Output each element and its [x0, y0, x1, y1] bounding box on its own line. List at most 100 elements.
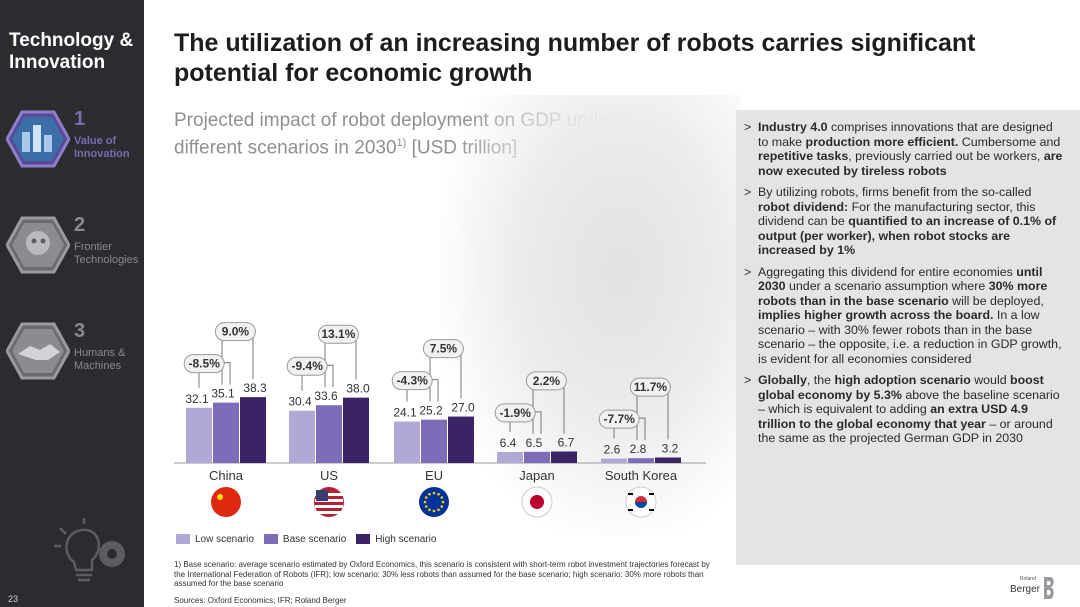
legend-label-base: Base scenario: [282, 533, 347, 545]
flag-star: [440, 505, 444, 508]
bar-high: [343, 397, 369, 463]
bullet-text: Industry 4.0 comprises innovations that …: [758, 120, 1066, 178]
high-change-badge: [214, 322, 256, 342]
data-label-low: 6.4: [500, 436, 517, 450]
bar-low: [394, 421, 420, 463]
robot-face-icon: [6, 216, 70, 274]
data-label-high: 3.2: [662, 441, 679, 455]
lightbulb-gear-icon: [54, 518, 125, 582]
bar-base: [524, 451, 550, 463]
legend-item-low: Low scenario: [176, 534, 254, 545]
low-change-label: -4.3%: [397, 374, 429, 388]
high-change-badge: [525, 371, 567, 391]
bullet-text: Aggregating this dividend for entire eco…: [758, 265, 1066, 367]
sidebar-item-label: Value of Innovation: [74, 135, 130, 160]
sidebar-item-number: 3: [74, 320, 86, 342]
flag-taeguk-bottom: [635, 502, 647, 508]
bullet-emphasis: Industry 4.0: [758, 120, 828, 134]
flag-star: [432, 491, 436, 495]
bullet-run: above the baseline scenario – which is e…: [758, 387, 1060, 417]
low-change-badge: [598, 409, 640, 429]
bullet-run: under a scenario assumption where: [785, 279, 989, 293]
flag-canton: [316, 490, 328, 501]
sidebar-item-number: 1: [74, 108, 86, 130]
sidebar-item-frontier-technologies[interactable]: 2 Frontier Technologies: [6, 214, 142, 276]
high-change-label: 13.1%: [321, 327, 355, 341]
info-bullet: > Aggregating this dividend for entire ec…: [744, 265, 1066, 367]
bullet-run: would: [970, 373, 1011, 387]
eu-flag-icon: [419, 487, 449, 517]
bar-low: [601, 458, 627, 463]
sidebar-item-number: 2: [74, 214, 86, 236]
bullet-text: By utilizing robots, firms benefit from …: [758, 185, 1066, 258]
low-change-label: -7.7%: [604, 412, 636, 426]
high-change-label: 7.5%: [430, 342, 458, 356]
bar-high: [551, 451, 577, 463]
bullet-run: comprises innovations that are designed …: [758, 120, 1053, 149]
bar-low: [497, 451, 523, 463]
data-label-low: 30.4: [288, 395, 312, 409]
high-change-badge: [317, 324, 359, 344]
low-change-label: -9.4%: [292, 359, 324, 373]
low-change-label: -8.5%: [189, 357, 221, 371]
flag-stripe: [315, 499, 343, 502]
bar-high: [240, 397, 266, 463]
chart-legend: Low scenario Base scenario High scenario: [176, 532, 436, 546]
flag-star: [424, 496, 428, 499]
bullet-run: – or around the same as the projected Ge…: [758, 416, 1053, 446]
flag-stripe: [315, 493, 343, 496]
sidebar: Technology & Innovation 1 Value of Innov…: [0, 0, 144, 607]
page-number: 23: [8, 594, 19, 604]
flag-taeguk-top: [635, 496, 647, 502]
bullet-marker: >: [744, 373, 752, 387]
legend-label-high: High scenario: [375, 533, 437, 545]
bullet-emphasis: 30% more robots than in the base scenari…: [758, 279, 1048, 308]
data-label-base: 2.8: [630, 442, 647, 456]
info-panel: > Industry 4.0 comprises innovations that…: [736, 110, 1080, 565]
bullet-marker: >: [744, 264, 752, 279]
bullet-marker: >: [744, 120, 752, 134]
flag-disc: [530, 495, 544, 509]
bullet-emphasis: implies higher growth across the board.: [758, 308, 994, 322]
bullet-emphasis: high adoption scenario: [834, 373, 971, 387]
data-label-base: 25.2: [419, 404, 443, 418]
bullet-emphasis: are now executed by tireless robots: [758, 149, 1063, 178]
footnote: 1) Base scenario: average scenario estim…: [174, 560, 710, 588]
sidebar-item-label: Frontier Technologies: [74, 241, 139, 266]
high-change-label: 9.0%: [222, 325, 250, 339]
data-label-high: 27.0: [451, 401, 475, 415]
bullet-run: Aggregating this dividend for entire eco…: [758, 264, 1017, 279]
bullet-emphasis: quantified to an increase of 0.1% of out…: [758, 214, 1057, 257]
gdp-bar-chart: 32.1 35.1 38.3 -8.5% 9.0% China 30.4 33.6 38.0 -9…: [174, 322, 706, 518]
page-title: The utilization of an increasing number …: [174, 29, 976, 87]
bullet-text: Globally, the high adoption scenario wou…: [758, 373, 1066, 446]
info-bullet: > Globally, the high adoption scenario wo…: [744, 373, 1066, 446]
bullet-emphasis: boost global economy by 5.3%: [758, 373, 1044, 402]
legend-swatch-high: [356, 534, 371, 544]
flag-star: [437, 508, 440, 512]
legend-swatch-base: [263, 534, 278, 544]
bullet-emphasis: robot dividend:: [758, 199, 849, 214]
bar-low: [186, 407, 212, 463]
bar-base: [628, 458, 654, 463]
bullet-marker: >: [744, 185, 752, 199]
low-change-badge: [391, 371, 433, 391]
bullet-run: Cumbersome and: [958, 134, 1061, 149]
china-flag-icon: [211, 487, 241, 517]
legend-item-base: Base scenario: [263, 533, 347, 545]
category-label: US: [320, 468, 338, 483]
bullet-emphasis: repetitive tasks: [758, 149, 849, 163]
flag-star: [217, 494, 223, 500]
data-label-high: 6.7: [558, 435, 575, 449]
sidebar-item-humans-and-machines[interactable]: 3 Humans & Machines: [6, 320, 142, 382]
bullet-run: By utilizing robots, firms benefit from …: [758, 185, 1032, 199]
low-change-badge: [494, 403, 536, 423]
flag-star: [423, 500, 427, 504]
sidebar-item-value-of-innovation[interactable]: 1 Value of Innovation: [6, 108, 142, 170]
data-label-low: 2.6: [604, 443, 621, 457]
high-change-badge: [629, 377, 671, 397]
flag-star: [432, 509, 436, 513]
flag-trigram: [649, 493, 654, 495]
flag-star: [428, 508, 431, 512]
low-change-label: -1.9%: [500, 406, 532, 420]
